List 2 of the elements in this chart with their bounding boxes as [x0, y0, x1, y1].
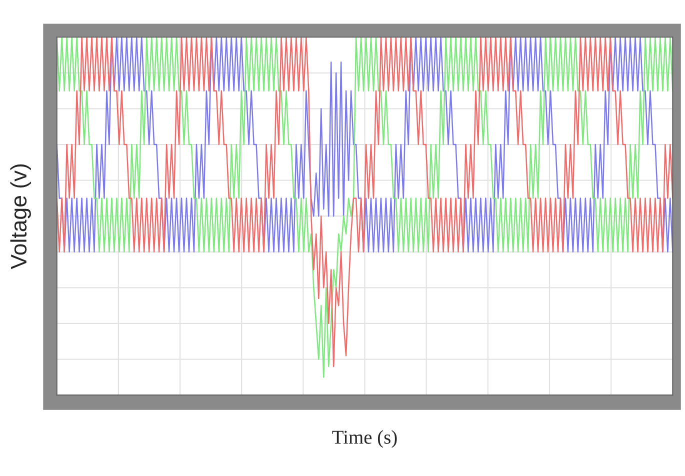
y-axis-title: Voltage (v): [10, 164, 31, 270]
x-axis-title: Time (s): [332, 430, 397, 448]
